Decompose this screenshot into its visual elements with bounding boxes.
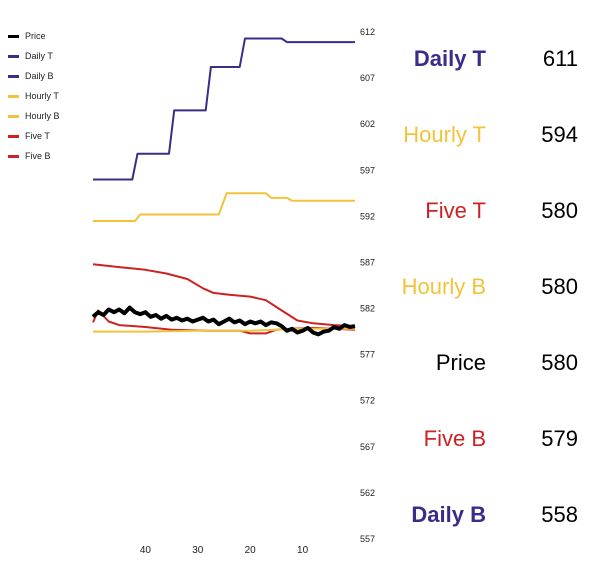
readout-row: Daily T 611: [360, 40, 590, 80]
readout-label: Price: [435, 350, 486, 375]
y-tick-label: 592: [360, 211, 375, 221]
readout-label: Five T: [425, 198, 486, 223]
readout-row: Daily B 558: [360, 496, 590, 536]
legend-item: Five B: [8, 146, 60, 166]
legend-label: Five B: [25, 151, 51, 161]
series-line-hourly-b: [93, 327, 355, 333]
x-tick-label: 20: [245, 545, 257, 556]
readout-label: Daily B: [411, 502, 486, 527]
y-tick-label: 557: [360, 534, 375, 544]
readout-value: 611: [542, 46, 578, 71]
x-tick-label: 30: [192, 545, 204, 556]
y-tick-label: 587: [360, 257, 375, 267]
readout-row: Price 580: [360, 344, 590, 384]
y-tick-label: 577: [360, 350, 375, 360]
series-line-five-t: [92, 263, 356, 328]
readout-row: Five B 579: [360, 420, 590, 460]
x-tick-label: 40: [140, 545, 152, 556]
legend-label: Hourly T: [25, 91, 59, 101]
legend-item: Daily B: [8, 66, 60, 86]
legend-label: Daily T: [25, 51, 53, 61]
y-tick-label: 597: [360, 165, 375, 175]
readout-value: 580: [541, 198, 578, 223]
legend-item: Price: [8, 26, 60, 46]
legend-item: Hourly T: [8, 86, 60, 106]
y-tick-label: 567: [360, 442, 375, 452]
readout-label: Five B: [423, 426, 486, 451]
x-axis-ticks: 40 30 20 10: [140, 545, 309, 556]
readout-label: Hourly B: [401, 274, 486, 299]
readout-label: Hourly T: [403, 122, 486, 147]
legend-swatch: [8, 54, 19, 58]
series-layer: [91, 37, 356, 337]
readout-value: 579: [541, 426, 578, 451]
series-line-hourly-t: [93, 192, 355, 222]
x-tick-label: 10: [297, 545, 309, 556]
y-tick-label: 612: [360, 27, 375, 37]
y-tick-label: 572: [360, 396, 375, 406]
readout-row: Hourly T 594: [360, 116, 590, 156]
y-tick-label: 562: [360, 488, 375, 498]
readout-label: Daily T: [413, 46, 486, 71]
legend-swatch: [8, 74, 19, 78]
series-line-price: [91, 305, 356, 337]
legend-swatch: [8, 114, 19, 118]
series-line-daily-t: [93, 37, 355, 181]
readout-value: 558: [541, 502, 578, 527]
legend-label: Price: [25, 31, 46, 41]
y-axis-ticks: 612 607 602 597 592 587 582 577 572 567 562 557: [360, 27, 375, 544]
readout-value: 594: [541, 122, 578, 147]
readout-value: 580: [541, 350, 578, 375]
readout-row: Five T 580: [360, 192, 590, 232]
y-tick-label: 582: [360, 304, 375, 314]
legend-item: Five T: [8, 126, 60, 146]
legend-swatch: [8, 154, 19, 158]
readout-row: Hourly B 580: [360, 268, 590, 308]
legend-label: Five T: [25, 131, 50, 141]
legend-swatch: [8, 34, 19, 38]
legend-item: Hourly B: [8, 106, 60, 126]
legend-item: Daily T: [8, 46, 60, 66]
legend-swatch: [8, 94, 19, 98]
legend: Price Daily T Daily B Hourly T Hourly B Five …: [8, 26, 60, 166]
y-tick-label: 607: [360, 73, 375, 83]
readout-value: 580: [541, 274, 578, 299]
legend-swatch: [8, 134, 19, 138]
legend-label: Daily B: [25, 71, 54, 81]
y-tick-label: 602: [360, 119, 375, 129]
legend-label: Hourly B: [25, 111, 60, 121]
